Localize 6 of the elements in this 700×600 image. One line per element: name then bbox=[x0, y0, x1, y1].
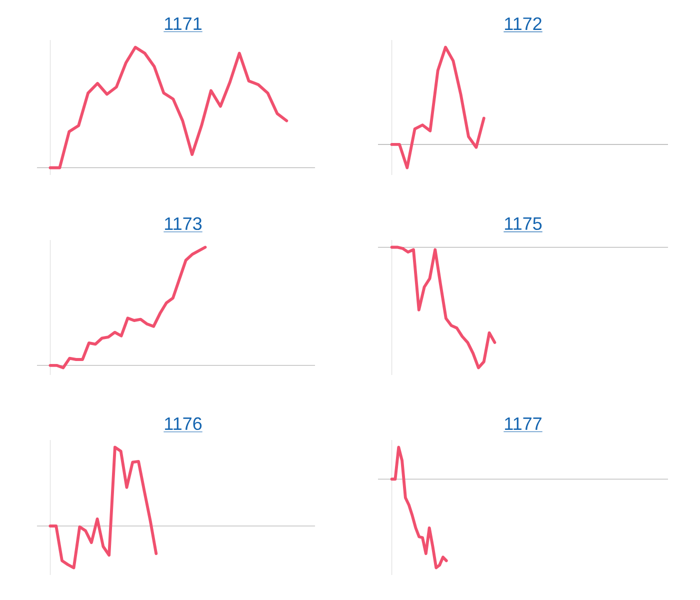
chart-title: 1176 bbox=[165, 417, 202, 430]
chart-title: 1172 bbox=[505, 17, 542, 30]
chart-title: 1175 bbox=[505, 217, 542, 230]
chart-title: 1171 bbox=[165, 17, 202, 30]
chart-title: 1177 bbox=[505, 417, 542, 430]
chart-title: 1173 bbox=[165, 217, 202, 230]
